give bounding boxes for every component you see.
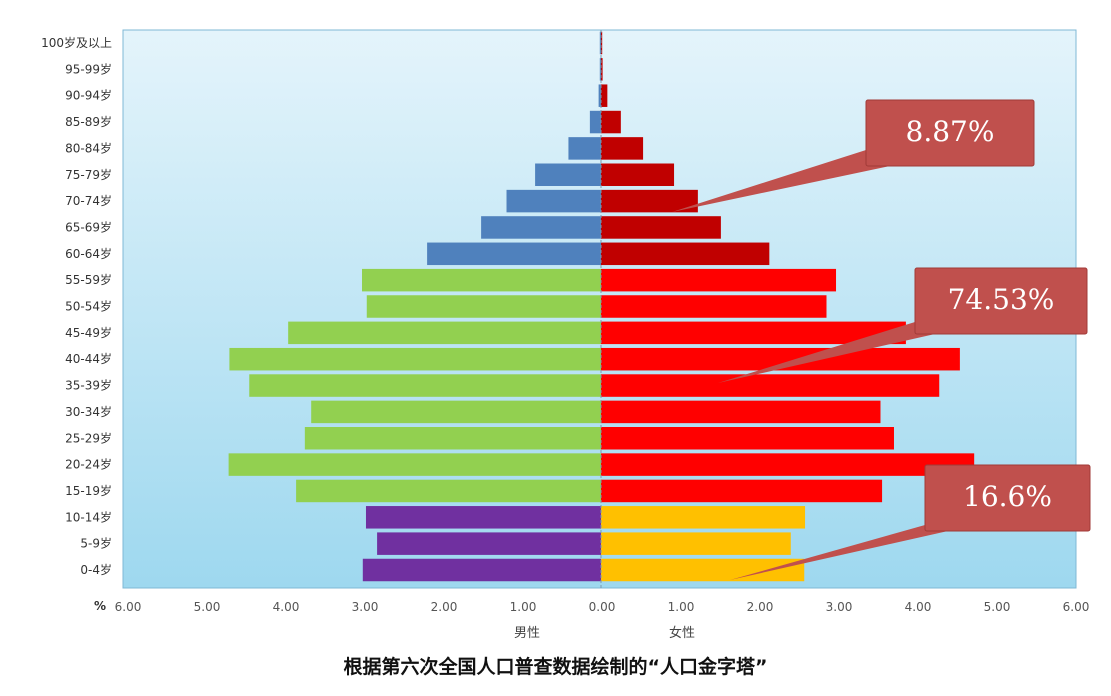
- x-tick-label: 2.00: [747, 600, 774, 614]
- bar-female-1: [601, 532, 791, 555]
- bar-female-20: [601, 31, 603, 55]
- y-tick-label: 30-34岁: [65, 404, 112, 419]
- male-axis-title: 男性: [514, 626, 540, 641]
- y-tick-label: 0-4岁: [80, 562, 112, 577]
- bar-male-14: [506, 189, 601, 213]
- x-tick-label: 5.00: [194, 600, 221, 614]
- y-tick-label: 5-9岁: [80, 536, 112, 551]
- y-tick-label: 50-54岁: [65, 299, 112, 314]
- callout-box: [914, 267, 1088, 335]
- bar-male-16: [568, 137, 601, 160]
- bar-female-7: [601, 374, 940, 397]
- bar-female-9: [601, 321, 906, 345]
- bar-male-8: [229, 347, 601, 371]
- x-tick-label: 4.00: [273, 600, 300, 614]
- x-tick-label: 6.00: [1063, 600, 1090, 614]
- x-tick-label: 6.00: [115, 600, 142, 614]
- bar-female-5: [601, 427, 894, 450]
- bar-female-4: [601, 453, 975, 476]
- callout-box: [865, 99, 1035, 167]
- bar-female-11: [601, 268, 837, 292]
- y-tick-label: 35-39岁: [65, 378, 112, 393]
- x-tick-label: 1.00: [510, 600, 537, 614]
- bar-male-9: [288, 321, 601, 345]
- callout-label: 74.53%: [948, 283, 1055, 316]
- y-tick-label: 70-74岁: [65, 193, 112, 208]
- bar-male-12: [427, 242, 601, 266]
- y-tick-label: 20-24岁: [65, 457, 112, 472]
- bar-male-4: [228, 453, 601, 476]
- bar-female-15: [601, 163, 675, 186]
- percent-sign: %: [94, 599, 106, 613]
- bar-male-20: [599, 31, 601, 55]
- bar-male-3: [296, 479, 601, 503]
- y-tick-label: 60-64岁: [65, 246, 112, 261]
- y-tick-label: 45-49岁: [65, 325, 112, 340]
- chart-caption: 根据第六次全国人口普查数据绘制的“人口金字塔”: [343, 656, 768, 678]
- callout-box: [924, 464, 1091, 532]
- bar-male-7: [249, 374, 601, 397]
- y-tick-label: 65-69岁: [65, 219, 112, 234]
- bar-male-13: [481, 216, 601, 239]
- y-tick-label: 15-19岁: [65, 483, 112, 498]
- bar-female-8: [601, 347, 960, 371]
- bar-female-12: [601, 242, 770, 266]
- callout-pointer: [730, 525, 948, 580]
- callouts-group: 16.6% 74.53% 8.87%: [672, 99, 1091, 580]
- y-tick-label: 75-79岁: [65, 167, 112, 182]
- y-tick-label: 80-84岁: [65, 140, 112, 155]
- x-tick-label: 2.00: [431, 600, 458, 614]
- bars-group: [228, 31, 975, 582]
- x-tick-label: 3.00: [826, 600, 853, 614]
- bar-female-0: [601, 558, 805, 582]
- bar-male-18: [598, 84, 601, 107]
- bar-male-5: [304, 427, 601, 450]
- callout-pointer: [718, 322, 935, 383]
- bar-female-16: [601, 137, 644, 160]
- x-tick-label: 1.00: [668, 600, 695, 614]
- x-tick-label: 3.00: [352, 600, 379, 614]
- bar-male-17: [589, 110, 601, 134]
- y-tick-label: 10-14岁: [65, 509, 112, 524]
- bar-male-15: [535, 163, 601, 186]
- x-tick-label: 4.00: [905, 600, 932, 614]
- bar-male-10: [366, 295, 601, 318]
- y-tick-label: 85-89岁: [65, 114, 112, 129]
- bar-female-10: [601, 295, 827, 318]
- callout-pointer: [672, 150, 890, 212]
- bar-male-1: [377, 532, 601, 555]
- bar-female-18: [601, 84, 608, 107]
- bar-female-14: [601, 189, 698, 213]
- callout-label: 8.87%: [906, 115, 995, 148]
- y-tick-label: 90-94岁: [65, 88, 112, 103]
- bar-male-2: [365, 506, 601, 529]
- callout-label: 16.6%: [963, 480, 1052, 513]
- bar-male-19: [599, 58, 601, 81]
- bar-female-17: [601, 110, 621, 134]
- bar-female-19: [601, 58, 603, 81]
- bar-female-13: [601, 216, 721, 239]
- y-axis-labels: 0-4岁 5-9岁 10-14岁 15-19岁 20-24岁 25-29岁 30-34岁 35…: [41, 35, 112, 577]
- bar-female-2: [601, 506, 806, 529]
- bar-male-6: [311, 400, 601, 424]
- x-tick-label: 5.00: [984, 600, 1011, 614]
- y-tick-label: 95-99岁: [65, 61, 112, 76]
- x-axis-labels: 6.00 5.00 4.00 3.00 2.00 1.00 0.00 1.00 2.00 3.00…: [115, 600, 1090, 614]
- bar-male-11: [362, 268, 601, 292]
- bar-female-3: [601, 479, 883, 503]
- bar-female-6: [601, 400, 881, 424]
- y-tick-label: 25-29岁: [65, 430, 112, 445]
- female-axis-title: 女性: [669, 625, 695, 641]
- y-tick-label: 100岁及以上: [41, 35, 112, 50]
- y-tick-label: 40-44岁: [65, 351, 112, 366]
- x-tick-label: 0.00: [589, 600, 616, 614]
- y-tick-label: 55-59岁: [65, 272, 112, 287]
- bar-male-0: [362, 558, 601, 582]
